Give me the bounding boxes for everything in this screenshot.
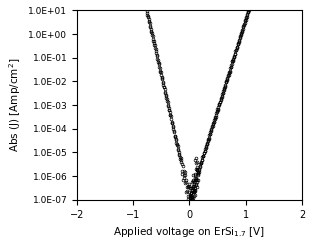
Y-axis label: Abs (J) [Amp/cm$^2$]: Abs (J) [Amp/cm$^2$] [7,58,23,152]
X-axis label: Applied voltage on ErSi$_{1.7}$ [V]: Applied voltage on ErSi$_{1.7}$ [V] [114,225,266,239]
